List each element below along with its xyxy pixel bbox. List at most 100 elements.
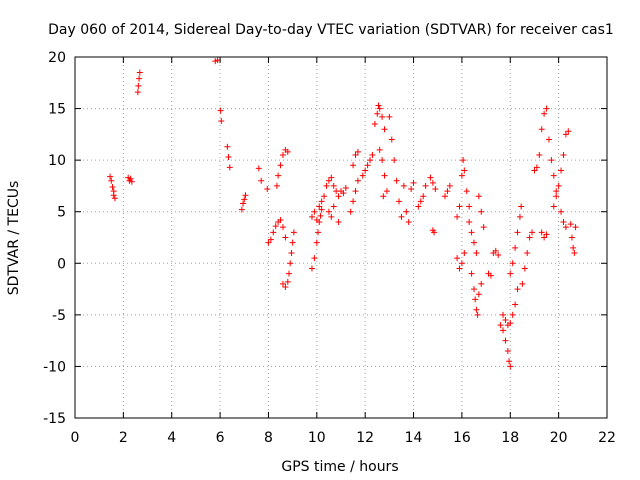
data-point (562, 131, 569, 138)
data-point (323, 182, 330, 189)
data-point (330, 182, 337, 189)
data-point (386, 113, 393, 120)
data-point (473, 306, 480, 313)
data-point (238, 206, 245, 213)
data-point (567, 221, 574, 228)
data-point (284, 148, 291, 155)
data-point (572, 224, 579, 231)
data-point (514, 229, 521, 236)
data-point (270, 229, 277, 236)
data-point (518, 203, 525, 210)
data-point (272, 223, 279, 230)
data-point (454, 213, 461, 220)
plot-frame (74, 56, 608, 419)
data-point (565, 128, 572, 135)
x-tick-label: 2 (119, 430, 128, 446)
data-point (507, 363, 514, 370)
data-point (415, 203, 422, 210)
x-tick-label: 4 (167, 430, 176, 446)
data-point (282, 284, 289, 291)
data-point (533, 164, 540, 171)
data-point (318, 198, 325, 205)
y-tick-label: -15 (43, 411, 66, 427)
data-points (107, 57, 579, 370)
data-point (417, 198, 424, 205)
data-point (538, 229, 545, 236)
data-point (441, 193, 448, 200)
data-point (487, 272, 494, 279)
data-point (422, 182, 429, 189)
data-point (352, 151, 359, 158)
data-point (458, 172, 465, 179)
data-point (502, 317, 509, 324)
data-point (347, 208, 354, 215)
data-point (500, 311, 507, 318)
y-tick-label: -10 (43, 359, 66, 375)
data-point (398, 213, 405, 220)
data-point (431, 229, 438, 236)
y-tick-label: 15 (48, 102, 66, 118)
data-point (405, 219, 412, 226)
data-point (242, 192, 249, 199)
data-point (495, 252, 502, 259)
data-point (354, 148, 361, 155)
data-point (558, 208, 565, 215)
data-point (381, 172, 388, 179)
y-tick-label: -5 (52, 308, 66, 324)
data-point (480, 224, 487, 231)
data-point (468, 270, 475, 277)
data-point (516, 213, 523, 220)
data-point (325, 208, 332, 215)
data-point (541, 110, 548, 117)
data-point (383, 188, 390, 195)
data-point (330, 203, 337, 210)
data-point (474, 311, 481, 318)
data-point (509, 311, 516, 318)
data-point (408, 186, 415, 193)
data-point (328, 174, 335, 181)
data-point (284, 278, 291, 285)
data-point (108, 177, 115, 184)
data-point (506, 358, 513, 365)
x-tick-label: 8 (264, 430, 273, 446)
data-point (289, 239, 296, 246)
data-point (500, 327, 507, 334)
data-point (531, 167, 538, 174)
data-point (461, 249, 468, 256)
x-tick-label: 12 (356, 430, 374, 446)
data-point (543, 105, 550, 112)
data-point (466, 203, 473, 210)
data-point (354, 177, 361, 184)
data-point (432, 186, 439, 193)
data-point (379, 113, 386, 120)
data-point (478, 208, 485, 215)
data-point (509, 260, 516, 267)
data-point (311, 208, 318, 215)
data-point (317, 212, 324, 219)
data-point (308, 213, 315, 220)
data-point (429, 179, 436, 186)
data-point (335, 219, 342, 226)
data-point (265, 239, 272, 246)
y-tick-label: 10 (48, 153, 66, 169)
data-point (543, 231, 550, 238)
data-point (127, 175, 134, 182)
data-point (472, 296, 479, 303)
data-point (340, 190, 347, 197)
data-point (308, 265, 315, 272)
data-point (313, 239, 320, 246)
data-point (427, 174, 434, 181)
x-tick-label: 16 (453, 430, 471, 446)
data-point (568, 234, 575, 241)
x-tick-label: 6 (216, 430, 225, 446)
data-point (454, 255, 461, 262)
data-point (367, 157, 374, 164)
data-point (558, 167, 565, 174)
data-point (369, 151, 376, 158)
grid (75, 57, 607, 418)
data-point (240, 200, 247, 207)
data-point (475, 291, 482, 298)
data-point (287, 260, 294, 267)
data-point (514, 286, 521, 293)
data-point (313, 216, 320, 223)
